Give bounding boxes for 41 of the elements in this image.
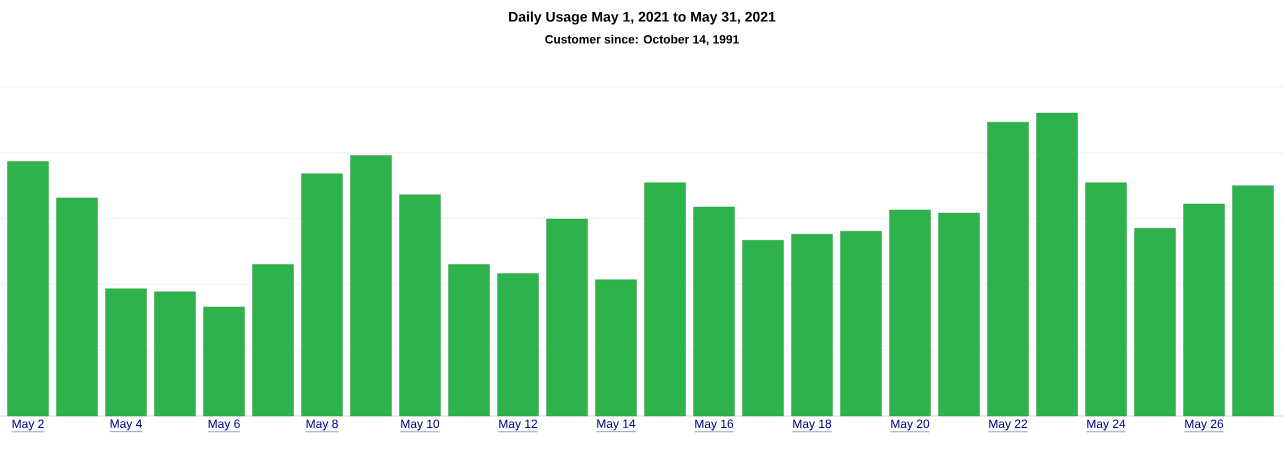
bar (7, 161, 49, 417)
bar (252, 264, 294, 417)
bar (546, 218, 588, 417)
bar (840, 231, 882, 417)
x-tick-label: May 20 (891, 419, 930, 431)
bar (791, 234, 833, 417)
x-tick-label: May 12 (499, 419, 538, 431)
x-tick-label: May 10 (401, 419, 440, 431)
x-tick-label: May 26 (1185, 419, 1224, 431)
bar (693, 206, 735, 417)
bar (595, 279, 637, 417)
chart-title: Daily Usage May 1, 2021 to May 31, 2021 (509, 11, 776, 25)
x-tick-label: May 6 (208, 419, 240, 431)
bar (1232, 185, 1274, 417)
bar (1183, 203, 1225, 417)
bar (644, 182, 686, 417)
bar (154, 291, 196, 417)
bar (1085, 182, 1127, 417)
bar (497, 273, 539, 417)
bar (56, 197, 98, 417)
bar (987, 121, 1029, 417)
x-tick-label: May 14 (597, 419, 636, 431)
x-tick-label: May 22 (989, 419, 1028, 431)
bar (1036, 112, 1078, 417)
bar (105, 288, 147, 417)
x-tick-label: May 18 (793, 419, 832, 431)
x-tick-label: May 24 (1087, 419, 1126, 431)
bar (448, 264, 490, 417)
chart-subtitle: Customer since: October 14, 1991 (545, 34, 739, 46)
bar (1134, 227, 1176, 417)
bar (742, 240, 784, 417)
bar (399, 194, 441, 417)
x-tick-label: May 4 (110, 419, 142, 431)
bar (301, 173, 343, 417)
bar (350, 155, 392, 417)
x-tick-label: May 16 (695, 419, 734, 431)
x-tick-label: May 2 (12, 419, 44, 431)
bar (938, 212, 980, 417)
bar (889, 209, 931, 417)
x-tick-label: May 8 (306, 419, 338, 431)
bar (203, 306, 245, 417)
